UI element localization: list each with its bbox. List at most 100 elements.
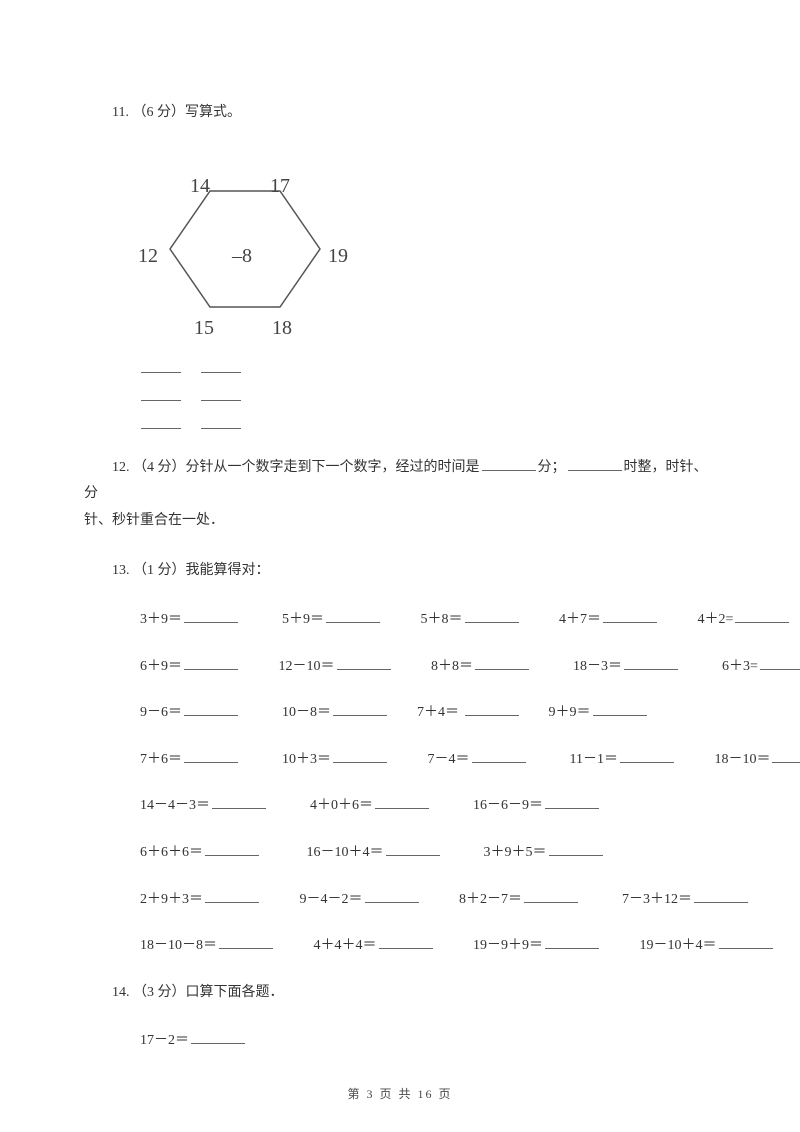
equation-line: 14－4－3＝ 4＋0＋6＝ 16－6－9＝ [84,793,716,820]
q11-answer-blanks [139,357,716,427]
question-12: 12. （4 分）分针从一个数字走到下一个数字，经过的时间是分；时整，时针、分 … [84,455,716,535]
blank-field[interactable] [568,457,622,471]
q12-text-2: 分； [538,460,566,475]
equation-text: 12－10＝ [279,659,335,674]
equation-text: 4＋4＋4＝ [314,938,377,953]
blank-field[interactable] [593,702,647,716]
blank-field[interactable] [205,889,259,903]
blank-field[interactable] [184,656,238,670]
blank-field[interactable] [201,359,241,373]
equation-line: 18－10－8＝ 4＋4＋4＝ 19－9＋9＝ 19－10＋4＝ [84,933,716,960]
equation-line: 6＋9＝ 12－10＝ 8＋8＝ 18－3＝ 6＋3= [84,654,716,681]
equation-line: 9－6＝ 10－8＝ 7＋4＝ 9＋9＝ [84,700,716,727]
equation-text: 19－10＋4＝ [640,938,717,953]
blank-field[interactable] [482,457,536,471]
question-13-label: 13. （1 分）我能算得对： [84,558,716,585]
equation-text: 5＋8＝ [421,612,463,627]
equation-text: 18－10－8＝ [140,938,217,953]
blank-field[interactable] [465,702,519,716]
blank-field[interactable] [375,795,429,809]
blank-field[interactable] [524,889,578,903]
blank-field[interactable] [545,935,599,949]
blank-field[interactable] [465,609,519,623]
equation-text: 19－9＋9＝ [473,938,543,953]
equation-text: 7－3＋12＝ [622,892,692,907]
blank-field[interactable] [386,842,440,856]
blank-field[interactable] [472,749,526,763]
blank-field[interactable] [337,656,391,670]
q12-text-4: 针、秒针重合在一处． [84,508,716,535]
blank-field[interactable] [219,935,273,949]
blank-field[interactable] [379,935,433,949]
blank-field[interactable] [141,415,181,429]
equation-line: 7＋6＝ 10＋3＝ 7－4＝ 11－1＝ 18－10＝ [84,747,716,774]
blank-field[interactable] [191,1030,245,1044]
blank-field[interactable] [141,387,181,401]
equation-text: 10－8＝ [282,705,331,720]
hex-num-left: 12 [138,237,158,275]
blank-field[interactable] [624,656,678,670]
equation-text: 16－6－9＝ [473,798,543,813]
blank-field[interactable] [201,387,241,401]
hexagon-figure: 14 17 12 –8 19 15 18 [132,149,362,349]
hex-num-center: –8 [232,237,252,275]
equation-text: 10＋3＝ [282,752,331,767]
blank-field[interactable] [719,935,773,949]
equation-text: 4＋2= [698,612,734,627]
hex-num-top-right: 17 [270,167,290,205]
equation-text: 16－10＋4＝ [307,845,384,860]
equation-text: 17－2＝ [140,1033,189,1048]
question-11-label: 11. （6 分）写算式。 [84,100,716,127]
equation-text: 3＋9＝ [140,612,182,627]
equation-line: 6＋6＋6＝ 16－10＋4＝ 3＋9＋5＝ [84,840,716,867]
equation-text: 14－4－3＝ [140,798,210,813]
blank-field[interactable] [326,609,380,623]
equation-text: 7＋4＝ [417,705,463,720]
page-footer: 第 3 页 共 16 页 [0,1083,800,1106]
blank-field[interactable] [205,842,259,856]
blank-field[interactable] [184,702,238,716]
equation-text: 6＋6＋6＝ [140,845,203,860]
blank-field[interactable] [333,749,387,763]
equation-text: 7＋6＝ [140,752,182,767]
equation-text: 6＋9＝ [140,659,182,674]
equation-line: 3＋9＝ 5＋9＝ 5＋8＝ 4＋7＝ 4＋2= [84,607,716,634]
q12-text-1: 12. （4 分）分针从一个数字走到下一个数字，经过的时间是 [112,460,480,475]
equation-text: 11－1＝ [570,752,618,767]
equation-text: 7－4＝ [428,752,470,767]
blank-field[interactable] [184,609,238,623]
blank-field[interactable] [212,795,266,809]
hex-num-bottom-right: 18 [272,309,292,347]
blank-field[interactable] [620,749,674,763]
blank-field[interactable] [772,749,800,763]
blank-field[interactable] [365,889,419,903]
blank-field[interactable] [184,749,238,763]
equation-text: 9＋9＝ [549,705,591,720]
equation-text: 9－6＝ [140,705,182,720]
equation-text: 3＋9＋5＝ [484,845,547,860]
equation-text: 18－10＝ [714,752,770,767]
equation-text: 4＋0＋6＝ [310,798,373,813]
question-13-equations: 3＋9＝ 5＋9＝ 5＋8＝ 4＋7＝ 4＋2= 6＋9＝ 12－10＝ 8＋8＝… [84,607,716,960]
equation-text: 5＋9＝ [282,612,324,627]
blank-field[interactable] [201,415,241,429]
blank-field[interactable] [760,656,800,670]
blank-field[interactable] [141,359,181,373]
blank-field[interactable] [694,889,748,903]
blank-field[interactable] [475,656,529,670]
question-14-label: 14. （3 分）口算下面各题． [84,980,716,1007]
equation-text: 6＋3= [722,659,758,674]
equation-text: 8＋8＝ [431,659,473,674]
hex-num-right: 19 [328,237,348,275]
blank-field[interactable] [333,702,387,716]
question-14-line: 17－2＝ [84,1028,716,1055]
equation-text: 9－4－2＝ [300,892,363,907]
equation-text: 4＋7＝ [559,612,601,627]
blank-field[interactable] [545,795,599,809]
blank-field[interactable] [603,609,657,623]
equation-text: 8＋2－7＝ [459,892,522,907]
blank-field[interactable] [735,609,789,623]
blank-field[interactable] [549,842,603,856]
hex-num-bottom-left: 15 [194,309,214,347]
hex-num-top-left: 14 [190,167,210,205]
